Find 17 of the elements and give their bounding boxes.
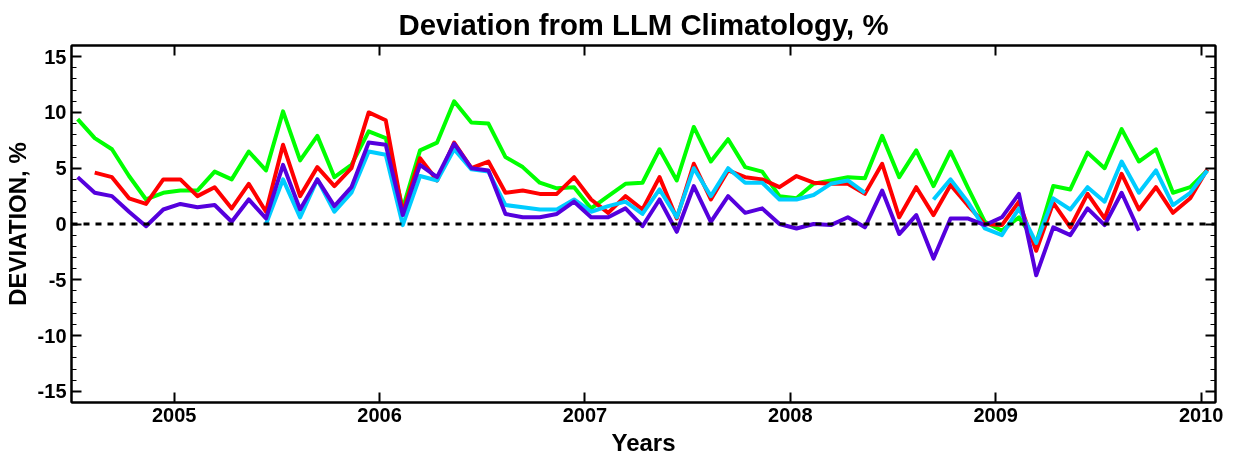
x-tick-label: 2010 — [1178, 403, 1224, 426]
chart-title: Deviation from LLM Climatology, % — [398, 7, 889, 41]
x-tick-label: 2007 — [562, 403, 608, 426]
x-tick-label: 2006 — [357, 403, 402, 426]
x-tick-label: 2009 — [973, 403, 1018, 426]
y-tick-label: -15 — [37, 380, 67, 403]
x-tick-label: 2008 — [768, 403, 813, 426]
y-tick-label: 10 — [44, 101, 67, 124]
y-tick-label: 0 — [55, 213, 67, 235]
x-tick-label: 2005 — [151, 403, 197, 426]
x-axis-title: Years — [611, 428, 676, 456]
y-tick-label: -5 — [48, 268, 67, 291]
y-tick-label: 5 — [55, 157, 67, 180]
y-tick-label: 15 — [44, 45, 67, 68]
line-series — [75, 140, 1141, 278]
y-axis-title: DEVIATION, % — [3, 142, 31, 306]
y-tick-label: -10 — [37, 324, 67, 347]
